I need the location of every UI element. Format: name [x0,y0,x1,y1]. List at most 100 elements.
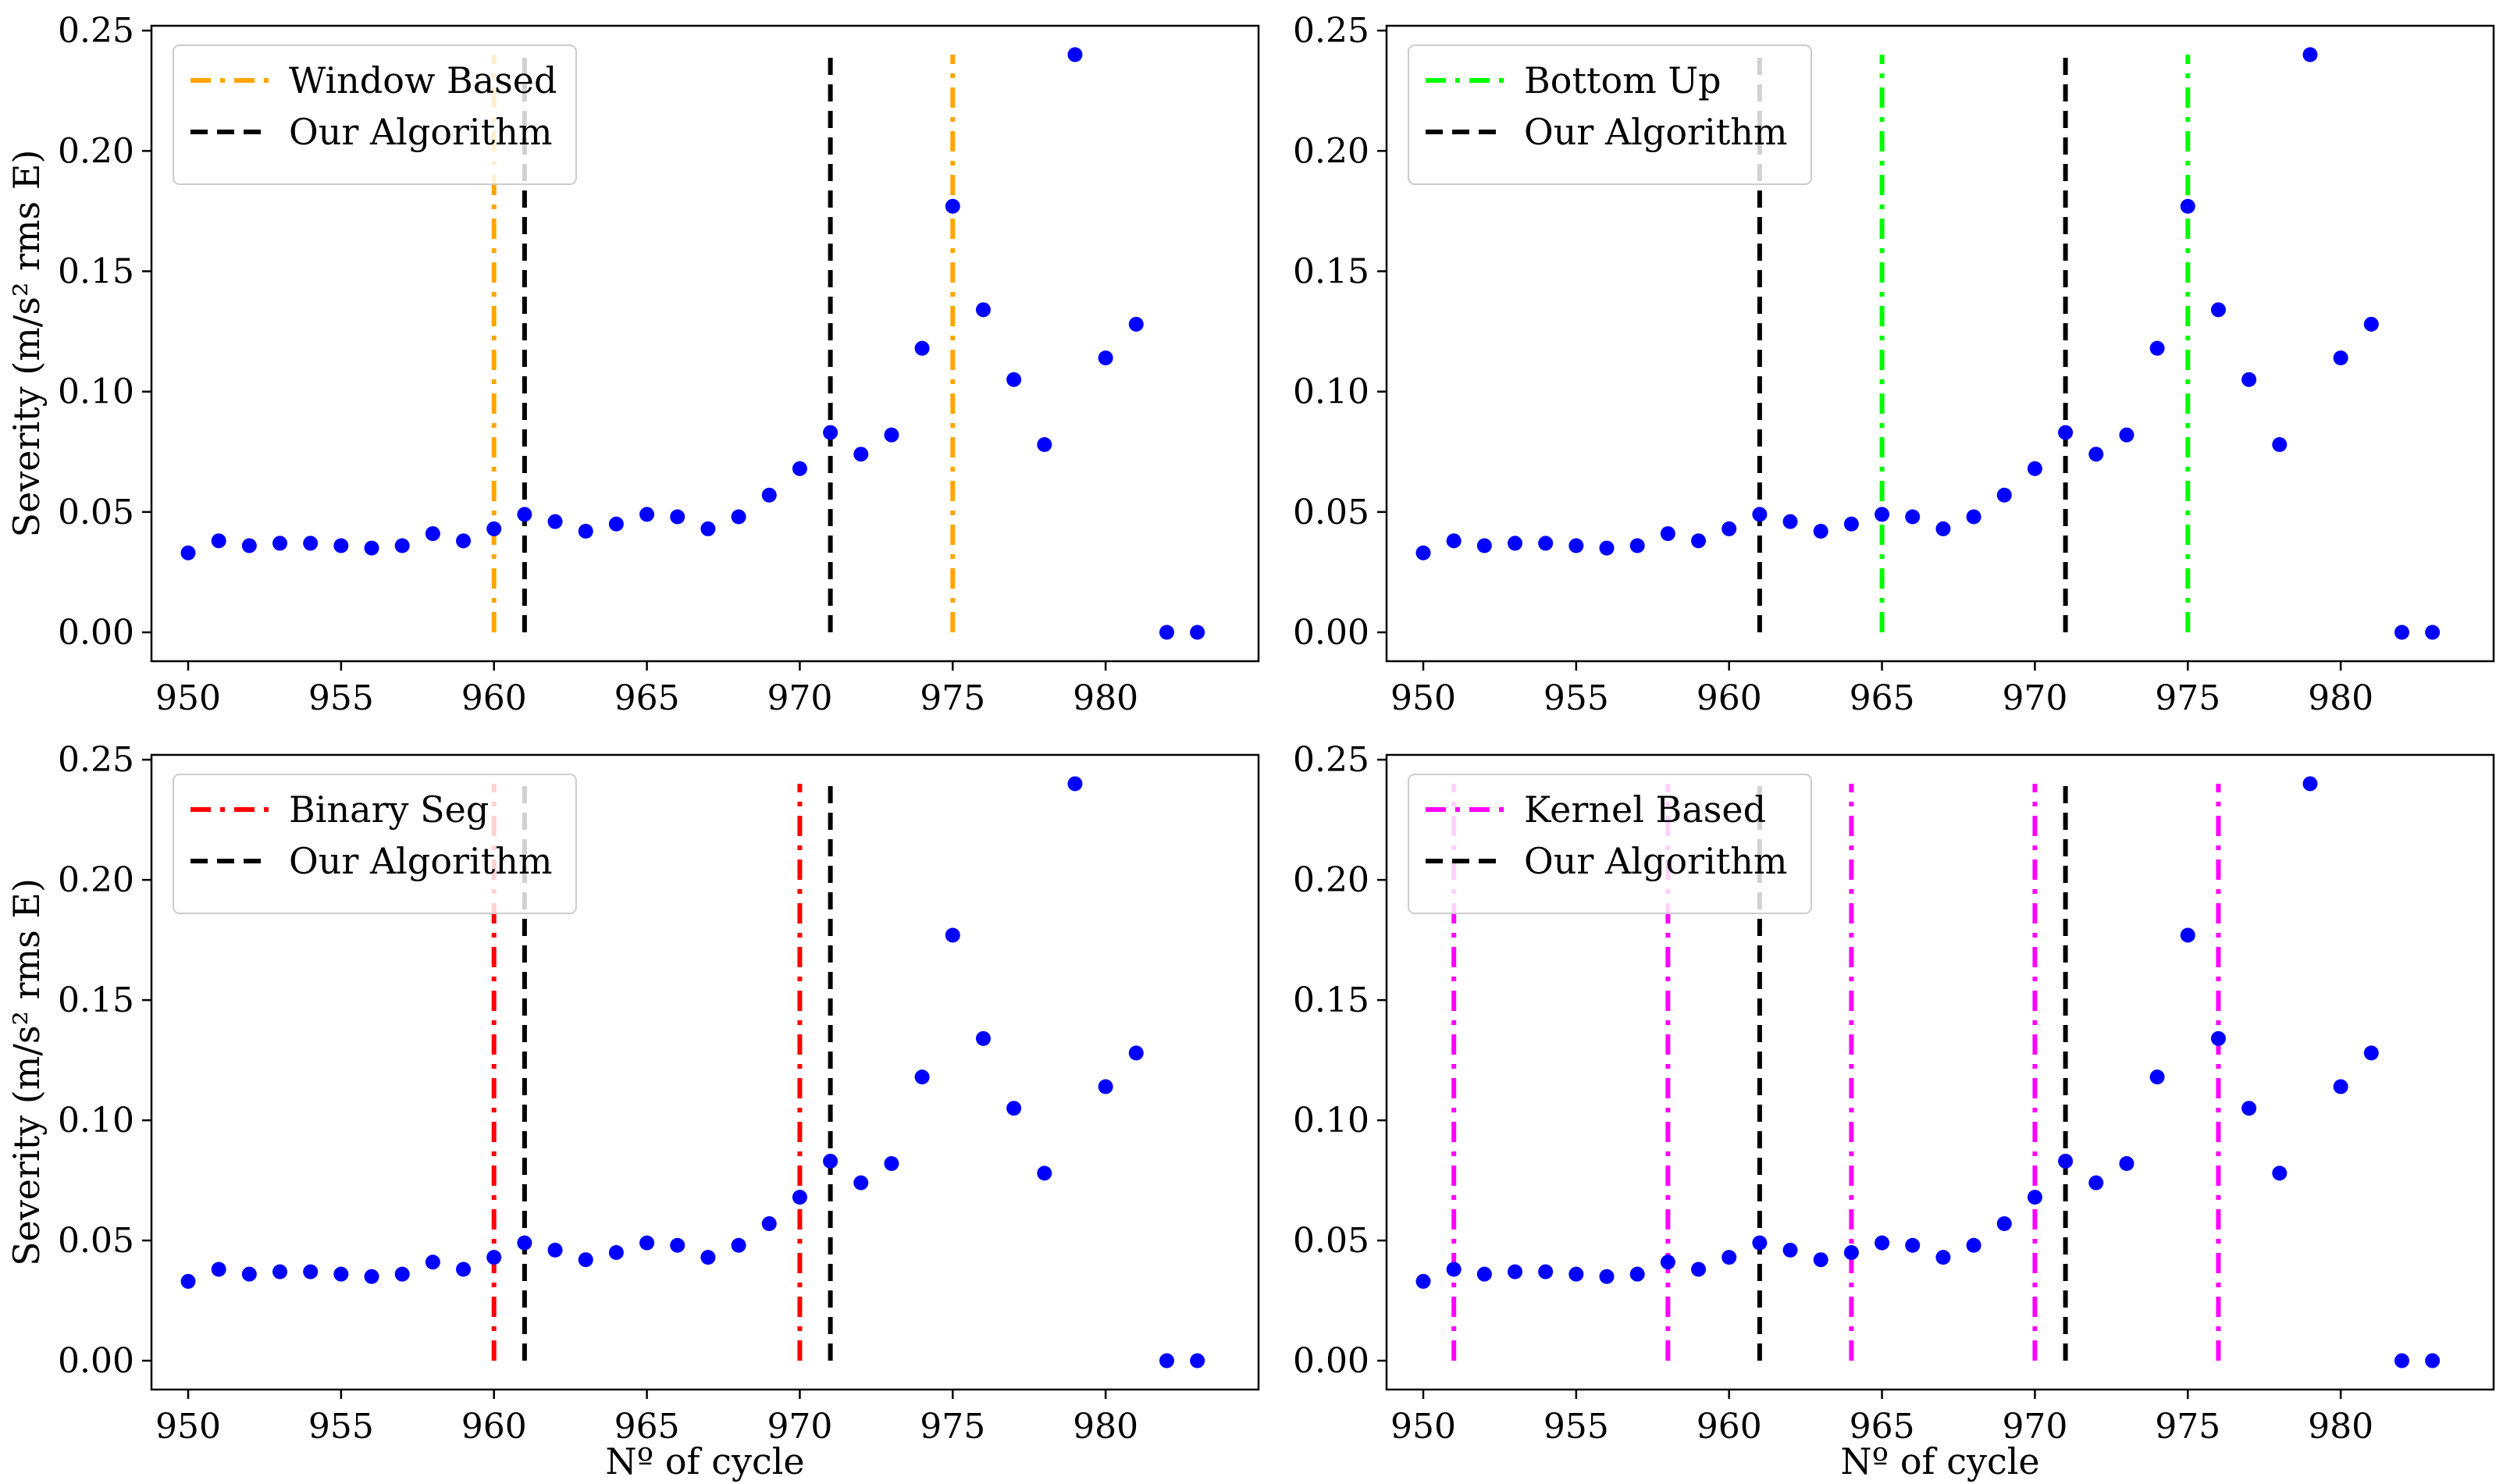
data-point [456,1262,472,1277]
panel-bottom-left: 950 955 960 965 970 975 980 0.00 0.05 0.10 0.15 0.2… [5,740,1260,1482]
data-point [823,1153,838,1169]
data-point [333,538,349,553]
x-tick-label: 980 [1073,1407,1138,1447]
legend-box [173,44,577,185]
x-tick-label: 960 [461,678,527,718]
y-tick-label: 0.10 [58,1101,134,1141]
data-point [1098,1079,1113,1094]
data-point [517,1235,532,1251]
data-point [303,536,319,551]
x-tick-label: 950 [1390,1407,1456,1447]
legend-label: Our Algorithm [289,840,552,882]
data-point [1996,1216,2012,1232]
y-tick-label: 0.00 [1293,1341,1369,1381]
data-point [1629,538,1645,553]
data-point [1476,538,1492,553]
y-tick-label: 0.10 [58,372,134,412]
data-point [1128,316,1144,332]
legend-box [1408,774,1812,914]
data-point [2241,1101,2257,1116]
data-point [272,536,288,551]
data-point [303,1264,319,1279]
data-point [1159,625,1174,640]
x-tick-label: 965 [1850,678,1915,718]
data-point [1782,514,1798,529]
x-tick-label: 955 [308,678,374,718]
data-point [1067,47,1083,62]
data-point [272,1264,288,1279]
data-point [1159,1353,1174,1368]
y-tick-label: 0.20 [58,860,134,900]
y-tick-label: 0.00 [58,1341,134,1381]
plot-frame [1385,753,2495,1391]
x-tick-label: 950 [155,1407,221,1447]
y-tick-label: 0.05 [58,1221,134,1261]
data-point [486,1250,502,1265]
data-point [761,487,777,503]
data-point [853,1175,869,1190]
data-point [211,1262,226,1277]
data-point [2058,425,2074,440]
data-point [1508,536,1523,551]
data-point [2058,1153,2074,1169]
data-point [1721,1250,1737,1265]
data-point [1935,1250,1951,1265]
y-tick-label: 0.05 [1293,1221,1369,1261]
data-point [2394,1353,2409,1368]
data-point [2119,427,2134,443]
panel-top-left: 950 955 960 965 970 975 980 0.00 0.05 0.10 0.15 0.2… [5,11,1260,718]
x-tick-label: 970 [767,1407,832,1447]
data-point [2027,1190,2042,1205]
data-point [1935,521,1951,536]
data-point [394,538,410,553]
data-point [2363,1045,2379,1061]
x-tick-label: 980 [2308,678,2373,718]
x-tick-label: 965 [614,1407,680,1447]
data-point [670,509,685,525]
data-point [731,1237,746,1253]
data-point [456,533,472,549]
data-point [2363,316,2379,332]
data-point [578,524,593,539]
data-point [547,514,563,529]
data-point [1691,533,1707,549]
data-point [853,447,869,462]
data-point [1996,487,2012,503]
legend-label: Binary Seg [289,788,489,831]
data-point [1067,776,1083,792]
data-point [2180,198,2195,214]
data-point [1508,1264,1523,1279]
data-point [2088,1175,2104,1190]
data-point [547,1242,563,1258]
data-point [945,198,960,214]
data-point [1476,1266,1492,1282]
data-point [1098,351,1113,365]
data-point [2180,927,2195,943]
data-point [975,1030,991,1046]
data-point [2241,372,2257,387]
x-tick-label: 975 [920,678,985,718]
y-tick-label: 0.25 [58,11,134,51]
data-point [792,1190,807,1205]
y-tick-label: 0.15 [58,252,134,292]
x-tick-label: 955 [308,1407,374,1447]
x-tick-label: 975 [2155,1407,2220,1447]
data-point [1446,533,1462,549]
plot-frame [150,753,1260,1391]
data-point [1813,1252,1828,1268]
x-tick-label: 960 [1697,678,1762,718]
data-point [608,1244,624,1260]
data-point [1568,1266,1584,1282]
data-point [823,425,838,440]
data-point [364,1269,379,1284]
x-tick-label: 960 [461,1407,527,1447]
data-point [486,521,502,536]
legend-label: Kernel Based [1524,788,1766,831]
data-point [1538,536,1554,551]
data-point [1037,1165,1052,1181]
data-point [517,507,532,522]
data-point [1905,509,1921,525]
data-point [792,461,807,476]
data-point [2119,1156,2134,1172]
